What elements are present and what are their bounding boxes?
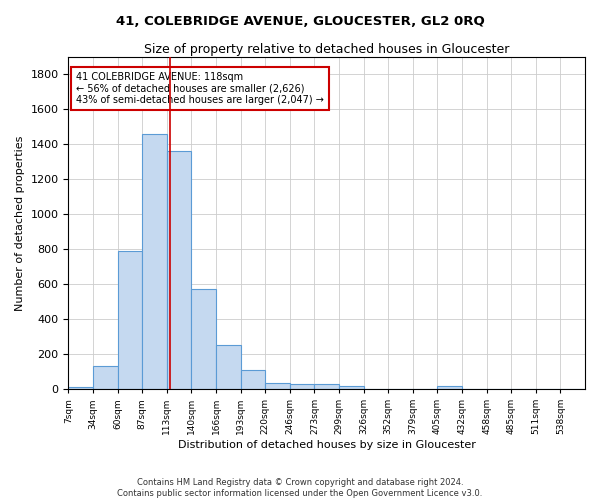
Bar: [339, 386, 364, 389]
Bar: [290, 384, 314, 389]
Y-axis label: Number of detached properties: Number of detached properties: [15, 135, 25, 310]
Bar: [167, 151, 191, 389]
Bar: [314, 384, 339, 389]
Bar: [216, 346, 241, 389]
Bar: [265, 383, 290, 389]
X-axis label: Distribution of detached houses by size in Gloucester: Distribution of detached houses by size …: [178, 440, 476, 450]
Bar: [241, 370, 265, 389]
Bar: [118, 251, 142, 389]
Text: Contains HM Land Registry data © Crown copyright and database right 2024.
Contai: Contains HM Land Registry data © Crown c…: [118, 478, 482, 498]
Title: Size of property relative to detached houses in Gloucester: Size of property relative to detached ho…: [144, 42, 509, 56]
Bar: [191, 290, 216, 389]
Bar: [68, 388, 93, 389]
Text: 41, COLEBRIDGE AVENUE, GLOUCESTER, GL2 0RQ: 41, COLEBRIDGE AVENUE, GLOUCESTER, GL2 0…: [116, 15, 484, 28]
Bar: [142, 134, 167, 389]
Bar: [93, 366, 118, 389]
Bar: [437, 386, 462, 389]
Text: 41 COLEBRIDGE AVENUE: 118sqm
← 56% of detached houses are smaller (2,626)
43% of: 41 COLEBRIDGE AVENUE: 118sqm ← 56% of de…: [76, 72, 324, 105]
